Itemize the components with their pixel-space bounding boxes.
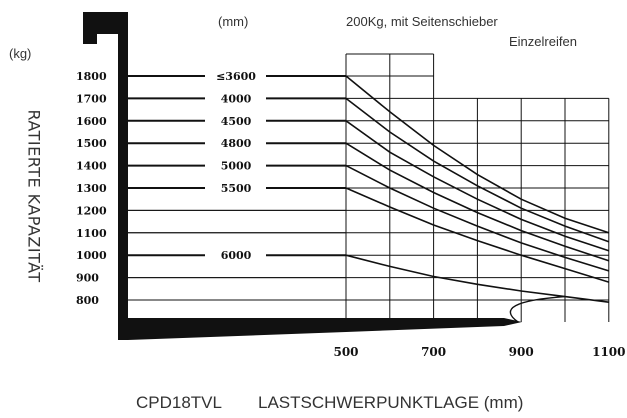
mast-height-label: 4500 [221,115,252,128]
x-tick-label: 500 [333,345,358,359]
x-tick-labels: 500 700 900 1100 [333,345,625,359]
y-tick-label: 1400 [76,160,107,173]
series-line [345,164,610,272]
note-line-2: Einzelreifen [509,34,577,49]
x-tick-label: 700 [421,345,446,359]
series-lines [345,75,610,323]
mast-height-label: 4000 [221,92,252,105]
y-unit-label: (kg) [9,46,32,61]
y-tick-label: 1200 [76,204,107,217]
y-tick-label: 1100 [76,227,107,240]
mast-height-label: ≤3600 [216,70,256,83]
x-tick-label: 900 [509,345,534,359]
y-tick-label: 1300 [76,182,107,195]
series-line [345,97,610,243]
y-tick-label: 900 [76,272,99,285]
mast-unit-label: (mm) [218,14,249,29]
chart-grid [128,53,610,322]
series-line [345,75,610,234]
y-tick-label: 1700 [76,92,107,105]
fork-shank [118,12,128,340]
x-tick-label: 1100 [592,345,625,359]
series-line [345,187,610,283]
mast-height-label: 4800 [221,137,252,150]
mast-height-rows: ≤3600 4000 4500 4800 5000 5500 6000 [128,70,346,262]
y-tick-label: 1500 [76,137,107,150]
fork-silhouette [83,12,522,340]
y-tick-label: 1800 [76,70,107,83]
mast-height-label: 6000 [221,249,252,262]
y-tick-labels: 1800 1700 1600 1500 1400 1300 1200 1100 1000 900 8… [76,70,107,307]
model-label: CPD18TVL [136,393,222,412]
y-tick-label: 1000 [76,249,107,262]
fork-blade [118,318,522,340]
series-line [345,142,610,262]
fork-top [83,12,128,44]
series-line [345,120,610,252]
y-axis-title: RATIERTE KAPAZITÄT [24,109,44,283]
mast-height-label: 5000 [221,160,252,173]
y-tick-label: 1600 [76,115,107,128]
series-line-tail [509,295,566,323]
y-tick-label: 800 [76,294,99,307]
x-axis-title: LASTSCHWERPUNKTLAGE (mm) [258,393,524,412]
mast-height-label: 5500 [221,182,252,195]
note-line-1: 200Kg, mit Seitenschieber [346,14,498,29]
